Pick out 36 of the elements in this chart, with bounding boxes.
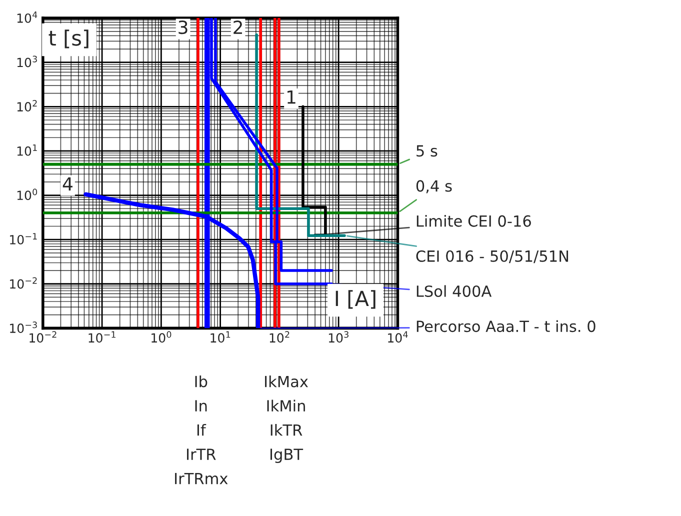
x-tick-label: 10$^{−2}$: [30, 331, 56, 343]
annotation: 3: [178, 20, 188, 34]
y-tick-label: 10$^{2}$: [17, 100, 37, 112]
annotation: 4: [62, 177, 72, 191]
x-tick-label: 10$^{4}$: [388, 331, 408, 343]
y-tick-label: 10$^{−3}$: [10, 322, 37, 334]
annotation: 2: [234, 20, 242, 34]
legend-label: 5 s: [416, 145, 438, 157]
text: In: [195, 400, 207, 412]
x-tick-label: 10$^{0}$: [152, 331, 172, 343]
x-tick-label: 10$^{1}$: [210, 331, 230, 343]
text: IkMax: [265, 375, 308, 388]
series-label: 0,4 s: [416, 180, 452, 194]
text: IrTRmx: [175, 472, 228, 484]
text: IkTR: [270, 424, 302, 436]
text: IkMin: [267, 400, 305, 412]
y-tick-label: 10$^{0}$: [17, 188, 38, 200]
legend-label: LSol 400A: [416, 285, 492, 298]
x-tick-label: 10$^{2}$: [270, 331, 290, 343]
text: If: [197, 424, 206, 436]
text: Ib: [195, 375, 208, 388]
x-axis-title: I [A]: [336, 290, 376, 309]
x-tick-label: 10$^{3}$: [328, 331, 348, 343]
y-tick-label: 10$^{1}$: [17, 144, 37, 156]
x-tick-label: 10$^{−1}$: [88, 331, 116, 343]
text: IgBT: [270, 448, 304, 464]
annotation: 1: [288, 90, 296, 104]
y-tick-label: 10$^{−1}$: [10, 233, 37, 244]
y-axis-title: t [s]: [48, 30, 88, 48]
text: IrTR: [187, 448, 216, 460]
text: Limite CEI 0-16: [416, 215, 531, 227]
y-tick-label: 10$^{−2}$: [10, 277, 37, 289]
text: CEI 016 - 50/51/51N: [416, 250, 568, 264]
y-tick-label: 10$^{3}$: [17, 56, 37, 68]
y-tick-label: 10$^{4}$: [17, 12, 38, 23]
text: Percorso Aaa.T - t ins. 0: [416, 320, 596, 332]
